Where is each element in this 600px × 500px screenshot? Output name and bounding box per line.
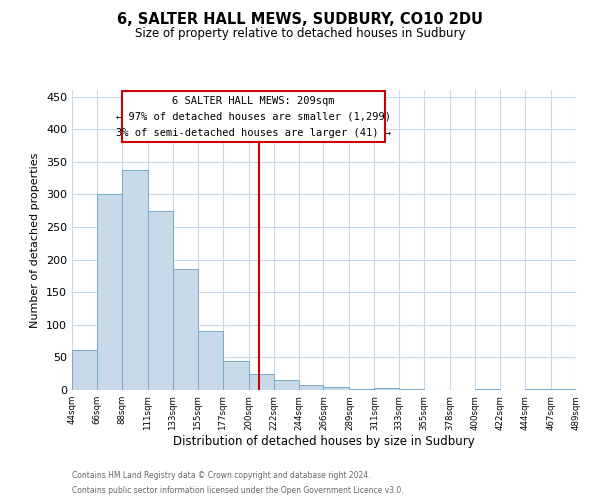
Bar bbox=[299, 386, 323, 390]
Bar bbox=[400, 388, 424, 390]
Bar bbox=[72, 350, 97, 390]
Text: 6 SALTER HALL MEWS: 209sqm: 6 SALTER HALL MEWS: 209sqm bbox=[172, 96, 334, 106]
Text: Contains public sector information licensed under the Open Government Licence v3: Contains public sector information licen… bbox=[72, 486, 404, 495]
Text: Contains HM Land Registry data © Crown copyright and database right 2024.: Contains HM Land Registry data © Crown c… bbox=[72, 471, 371, 480]
Bar bbox=[122, 170, 148, 390]
Bar bbox=[475, 388, 500, 390]
Bar bbox=[198, 332, 223, 390]
Text: 3% of semi-detached houses are larger (41) →: 3% of semi-detached houses are larger (4… bbox=[116, 128, 391, 138]
Y-axis label: Number of detached properties: Number of detached properties bbox=[31, 152, 40, 328]
Bar bbox=[349, 388, 374, 390]
FancyBboxPatch shape bbox=[122, 92, 385, 142]
Text: ← 97% of detached houses are smaller (1,299): ← 97% of detached houses are smaller (1,… bbox=[116, 112, 391, 122]
Bar bbox=[97, 194, 122, 390]
Text: 6, SALTER HALL MEWS, SUDBURY, CO10 2DU: 6, SALTER HALL MEWS, SUDBURY, CO10 2DU bbox=[117, 12, 483, 28]
Bar bbox=[525, 388, 551, 390]
Bar bbox=[274, 380, 299, 390]
Bar bbox=[551, 388, 576, 390]
Bar bbox=[223, 360, 248, 390]
Bar bbox=[374, 388, 400, 390]
Text: Size of property relative to detached houses in Sudbury: Size of property relative to detached ho… bbox=[135, 28, 465, 40]
Bar bbox=[323, 388, 349, 390]
X-axis label: Distribution of detached houses by size in Sudbury: Distribution of detached houses by size … bbox=[173, 436, 475, 448]
Bar bbox=[148, 212, 173, 390]
Bar bbox=[248, 374, 274, 390]
Bar bbox=[173, 270, 198, 390]
